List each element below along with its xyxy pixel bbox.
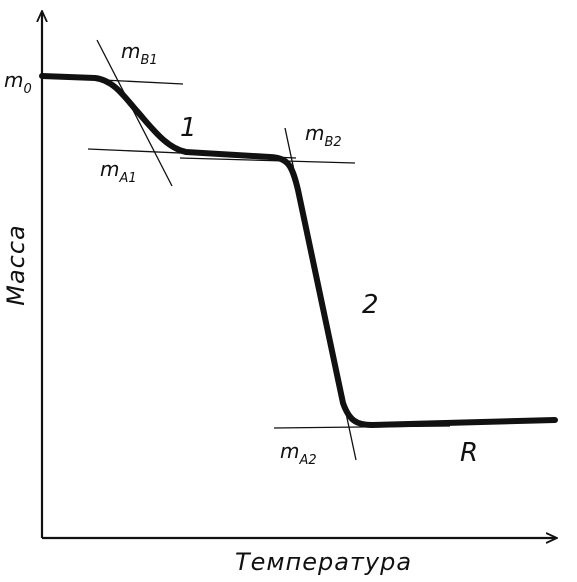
x-axis-title: Температура bbox=[235, 548, 412, 576]
step-label-1: 1 bbox=[180, 113, 197, 143]
tangent-label-b1: mB1 bbox=[121, 39, 158, 68]
tangent-label-a1: mA1 bbox=[100, 157, 137, 186]
residue-label: R bbox=[460, 438, 478, 468]
step-label-2: 2 bbox=[362, 290, 379, 320]
tangent-label-a2: mA2 bbox=[280, 439, 317, 468]
y-start-label: m0 bbox=[4, 68, 32, 97]
tangent-label-b2: mB2 bbox=[305, 121, 342, 150]
tangent-step1-slope bbox=[96, 39, 173, 187]
tangent-b2-horizontal bbox=[179, 157, 356, 164]
y-axis-title: Масса bbox=[2, 224, 30, 306]
mass-curve bbox=[39, 73, 558, 428]
